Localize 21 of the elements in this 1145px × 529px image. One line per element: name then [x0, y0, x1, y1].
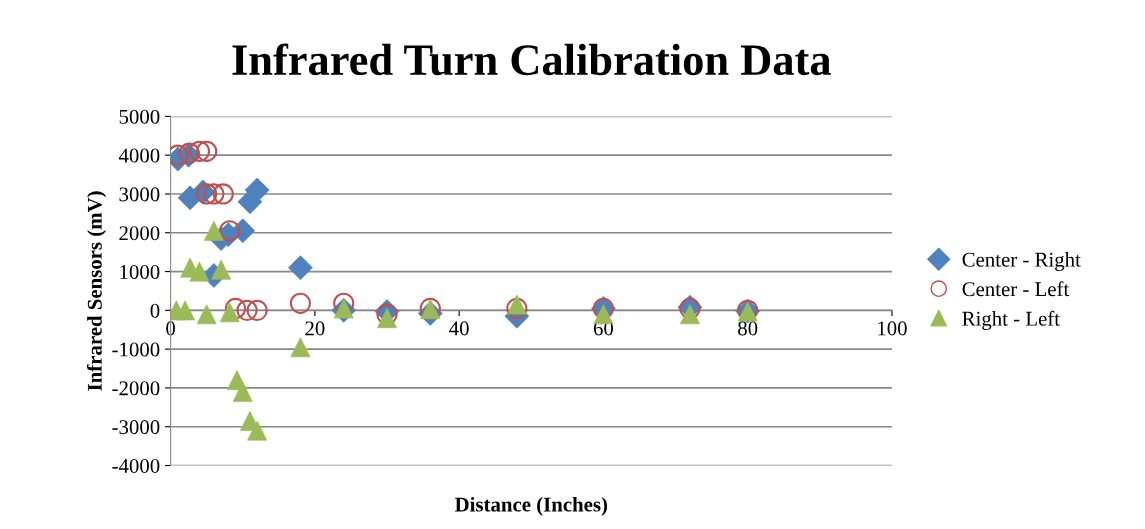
legend-label: Right - Left — [962, 310, 1060, 330]
x-axis-title: Distance (Inches) — [454, 496, 608, 516]
y-tick-label: -3000 — [112, 420, 160, 435]
y-tick-label: 1000 — [120, 264, 160, 279]
y-tick-label: 3000 — [119, 187, 160, 202]
y-axis-title: Infrared Sensors (mV) — [86, 191, 107, 391]
y-tick-label: 5000 — [119, 109, 160, 124]
y-tick-label: 2000 — [119, 226, 160, 241]
y-tick-label: 4000 — [118, 148, 160, 163]
legend-label: Center - Right — [962, 252, 1081, 271]
legend-label: Center - Left — [962, 281, 1070, 297]
chart-title: Infrared Turn Calibration Data — [232, 43, 831, 76]
x-tick-label: 80 — [738, 321, 758, 336]
y-tick-label: -1000 — [112, 342, 160, 357]
y-tick-label: 0 — [150, 303, 160, 318]
y-tick-label: -4000 — [112, 458, 160, 473]
x-tick-label: 0 — [166, 321, 176, 336]
x-tick-label: 100 — [878, 321, 907, 336]
x-tick-label: 20 — [305, 321, 325, 336]
x-tick-label: 40 — [449, 321, 469, 336]
y-tick-label: -2000 — [112, 381, 160, 396]
